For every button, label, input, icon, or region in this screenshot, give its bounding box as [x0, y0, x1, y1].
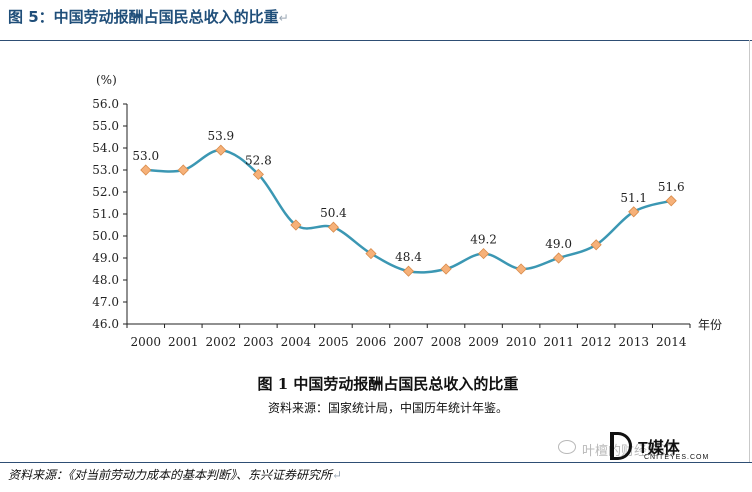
x-tick-label: 2003 [243, 335, 274, 349]
x-tick-label: 2013 [618, 335, 649, 349]
x-tick-label: 2012 [581, 335, 612, 349]
source-note: 资料来源：《对当前劳动力成本的基本判断》、东兴证券研究所↵ [8, 466, 342, 483]
wechat-icon [558, 440, 576, 454]
data-label: 50.4 [320, 206, 347, 220]
return-mark-icon: ↵ [278, 11, 289, 25]
data-label: 53.0 [132, 149, 159, 163]
y-tick-label: 52.0 [92, 185, 119, 199]
data-point-marker [628, 206, 640, 218]
x-tick-label: 2010 [506, 335, 537, 349]
data-point-marker [478, 248, 490, 260]
line-chart: 46.0 47.0 48.0 49.0 50.0 51.0 52.0 53.0 54.0 55.0… [92, 73, 722, 415]
data-point-marker [665, 195, 677, 207]
x-tick-label: 2014 [656, 335, 687, 349]
y-tick-label: 50.0 [92, 229, 119, 243]
y-tick-label: 51.0 [92, 207, 119, 221]
chart-subtitle: 资料来源：国家统计局，中国历年统计年鉴。 [268, 400, 508, 415]
x-tick-label: 2005 [318, 335, 349, 349]
source-note-text: 资料来源：《对当前劳动力成本的基本判断》、东兴证券研究所 [8, 468, 333, 482]
data-label: 51.1 [620, 191, 647, 205]
top-divider [0, 40, 752, 41]
brand-logo-icon [610, 432, 632, 460]
data-label: 49.0 [545, 237, 572, 251]
x-tick-label: 2007 [393, 335, 424, 349]
x-axis-title: 年份 [698, 318, 722, 332]
watermark-brand: T媒体 [638, 440, 680, 457]
figure-caption-text: 图 5：中国劳动报酬占国民总收入的比重 [8, 8, 279, 26]
data-label: 51.6 [658, 180, 685, 194]
y-tick-label: 54.0 [92, 141, 119, 155]
data-point-marker [252, 168, 264, 180]
watermark-site: CNITEYES.COM [644, 454, 710, 461]
x-tick-label: 2002 [206, 335, 237, 349]
x-tick-label: 2009 [468, 335, 499, 349]
data-point-marker [177, 164, 189, 176]
data-label: 48.4 [395, 250, 422, 264]
x-tick-label: 2001 [168, 335, 199, 349]
data-point-marker [553, 252, 565, 264]
x-tick-label: 2004 [281, 335, 312, 349]
watermark: 叶檀的财经笔记 T媒体 CNITEYES.COM [556, 432, 746, 464]
data-point-marker [290, 219, 302, 231]
y-tick-label: 49.0 [92, 251, 119, 265]
right-border [749, 40, 750, 463]
data-label: 52.8 [245, 153, 272, 167]
data-point-marker [515, 263, 527, 275]
x-tick-label: 2000 [130, 335, 161, 349]
x-tick-label: 2011 [543, 335, 574, 349]
data-label: 49.2 [470, 233, 497, 247]
data-point-marker [590, 239, 602, 251]
data-point-marker [327, 221, 339, 233]
figure-caption: 图 5：中国劳动报酬占国民总收入的比重↵ [8, 4, 289, 30]
x-tick-label: 2006 [356, 335, 387, 349]
y-axis-title: (%) [96, 73, 117, 87]
data-point-marker [365, 248, 377, 260]
x-tick-label: 2008 [431, 335, 462, 349]
data-label: 53.9 [207, 129, 234, 143]
data-point-marker [140, 164, 152, 176]
y-tick-label: 55.0 [92, 119, 119, 133]
y-tick-label: 56.0 [92, 97, 119, 111]
bottom-divider [0, 462, 752, 463]
data-point-marker [440, 263, 452, 275]
y-tick-label: 53.0 [92, 163, 119, 177]
chart-title: 图 1 中国劳动报酬占国民总收入的比重 [258, 375, 519, 393]
data-point-marker [402, 265, 415, 277]
data-point-marker [215, 144, 227, 156]
y-tick-label: 48.0 [92, 273, 119, 287]
y-tick-label: 47.0 [92, 295, 119, 309]
y-tick-label: 46.0 [92, 317, 119, 331]
return-mark-icon: ↵ [332, 468, 343, 482]
